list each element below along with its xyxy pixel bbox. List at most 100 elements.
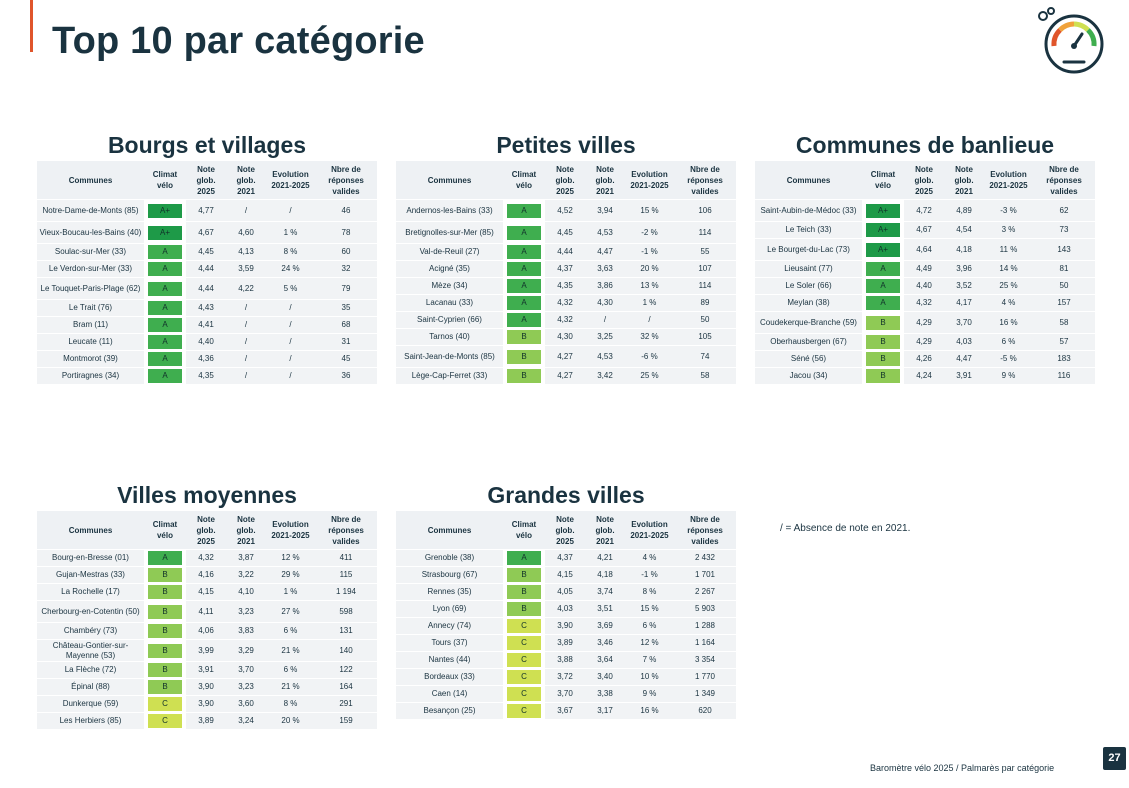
page-number: 27 [1103, 747, 1126, 770]
climat-cell: A+ [862, 222, 904, 238]
table-row: Bretignolles-sur-Mer (85) A 4,45 4,53 -2 % 11… [396, 222, 736, 243]
header-commune: Communes [755, 161, 862, 199]
grade-badge: B [507, 585, 541, 599]
commune-cell: Le Touquet-Paris-Plage (62) [37, 278, 144, 299]
table-row: Lyon (69) B 4,03 3,51 15 % 5 903 [396, 601, 736, 617]
reponses-cell: 55 [674, 244, 736, 260]
note-2021-cell: 3,96 [944, 261, 984, 277]
header-commune: Communes [37, 511, 144, 549]
grade-badge: A [148, 318, 182, 332]
evolution-cell: / [266, 300, 315, 316]
note-2025-cell: 3,89 [545, 635, 585, 651]
climat-cell: B [144, 601, 186, 622]
table-row: Cherbourg-en-Cotentin (50) B 4,11 3,23 27 % 5… [37, 601, 377, 622]
reponses-cell: 78 [315, 222, 377, 243]
grade-badge: A [866, 279, 900, 293]
reponses-cell: 50 [1033, 278, 1095, 294]
note-2021-cell: 3,24 [226, 713, 266, 729]
table-row: Tarnos (40) B 4,30 3,25 32 % 105 [396, 329, 736, 345]
header-climat: Climat vélo [144, 511, 186, 549]
table-row: Lège-Cap-Ferret (33) B 4,27 3,42 25 % 58 [396, 368, 736, 384]
climat-cell: B [503, 567, 545, 583]
commune-cell: Séné (56) [755, 351, 862, 367]
table-row: Épinal (88) B 3,90 3,23 21 % 164 [37, 679, 377, 695]
climat-cell: A [862, 261, 904, 277]
grade-badge: A [866, 262, 900, 276]
climat-cell: A [503, 278, 545, 294]
grade-badge: B [148, 604, 182, 619]
evolution-cell: / [266, 368, 315, 384]
evolution-cell: 8 % [266, 696, 315, 712]
note-2025-cell: 4,45 [186, 244, 226, 260]
evolution-cell: / [266, 200, 315, 221]
table-row: Saint-Cyprien (66) A 4,32//50 [396, 312, 736, 328]
accent-bar [30, 0, 33, 52]
reponses-cell: 122 [315, 662, 377, 678]
evolution-cell: 1 % [266, 584, 315, 600]
evolution-cell: 14 % [984, 261, 1033, 277]
reponses-cell: 89 [674, 295, 736, 311]
table-row: Le Teich (33) A+ 4,67 4,54 3 % 73 [755, 222, 1095, 238]
note-2025-cell: 3,90 [186, 679, 226, 695]
note-2025-cell: 4,36 [186, 351, 226, 367]
note-2021-cell: 4,21 [585, 550, 625, 566]
grade-badge: C [507, 687, 541, 701]
table-row: Tours (37) C 3,89 3,46 12 % 1 164 [396, 635, 736, 651]
note-2025-cell: 4,37 [545, 261, 585, 277]
grade-badge: B [507, 369, 541, 383]
commune-cell: Vieux-Boucau-les-Bains (40) [37, 222, 144, 243]
commune-cell: Jacou (34) [755, 368, 862, 384]
note-2021-cell: / [226, 368, 266, 384]
table-row: Mèze (34) A 4,35 3,86 13 % 114 [396, 278, 736, 294]
ranking-table: Communes Climat vélo Note glob. 2025 Note g… [755, 160, 1095, 385]
note-2021-cell: 3,64 [585, 652, 625, 668]
note-2021-cell: 3,70 [226, 662, 266, 678]
reponses-cell: 1 770 [674, 669, 736, 685]
note-2025-cell: 4,44 [186, 261, 226, 277]
commune-cell: Le Bourget-du-Lac (73) [755, 239, 862, 260]
evolution-cell: 10 % [625, 669, 674, 685]
commune-cell: Montmorot (39) [37, 351, 144, 367]
grade-badge: A [507, 203, 541, 218]
grade-badge: A+ [148, 203, 182, 218]
grade-badge: A [507, 279, 541, 293]
evolution-cell: 25 % [625, 368, 674, 384]
note-2025-cell: 4,05 [545, 584, 585, 600]
note-2025-cell: 4,67 [904, 222, 944, 238]
commune-cell: Le Teich (33) [755, 222, 862, 238]
note-2021-cell: 3,69 [585, 618, 625, 634]
note-2021-cell: / [226, 334, 266, 350]
climat-cell: A [144, 261, 186, 277]
reponses-cell: 1 288 [674, 618, 736, 634]
commune-cell: Les Herbiers (85) [37, 713, 144, 729]
climat-cell: C [503, 635, 545, 651]
grade-badge: B [507, 602, 541, 616]
note-2025-cell: 4,16 [186, 567, 226, 583]
note-2021-cell: 3,60 [226, 696, 266, 712]
reponses-cell: 79 [315, 278, 377, 299]
climat-cell: C [144, 713, 186, 729]
header-climat: Climat vélo [503, 511, 545, 549]
climat-cell: C [503, 652, 545, 668]
commune-cell: Val-de-Reuil (27) [396, 244, 503, 260]
note-2025-cell: 4,35 [545, 278, 585, 294]
grade-badge: B [148, 680, 182, 694]
grade-badge: C [507, 653, 541, 667]
note-2021-cell: 3,25 [585, 329, 625, 345]
header-note-2025: Note glob. 2025 [186, 511, 226, 549]
commune-cell: Lieusaint (77) [755, 261, 862, 277]
note-2025-cell: 3,70 [545, 686, 585, 702]
reponses-cell: 291 [315, 696, 377, 712]
table-row: Dunkerque (59) C 3,90 3,60 8 % 291 [37, 696, 377, 712]
climat-cell: B [144, 623, 186, 639]
note-2021-cell: 3,23 [226, 601, 266, 622]
commune-cell: Meylan (38) [755, 295, 862, 311]
reponses-cell: 1 701 [674, 567, 736, 583]
note-2021-cell: 3,51 [585, 601, 625, 617]
note-2025-cell: 4,72 [904, 200, 944, 221]
commune-cell: Andernos-les-Bains (33) [396, 200, 503, 221]
note-2025-cell: 4,41 [186, 317, 226, 333]
speedometer-logo-icon [1038, 7, 1104, 74]
category-petites-villes: Petites villes Communes Climat vélo Note g… [396, 130, 736, 385]
note-2025-cell: 4,40 [904, 278, 944, 294]
